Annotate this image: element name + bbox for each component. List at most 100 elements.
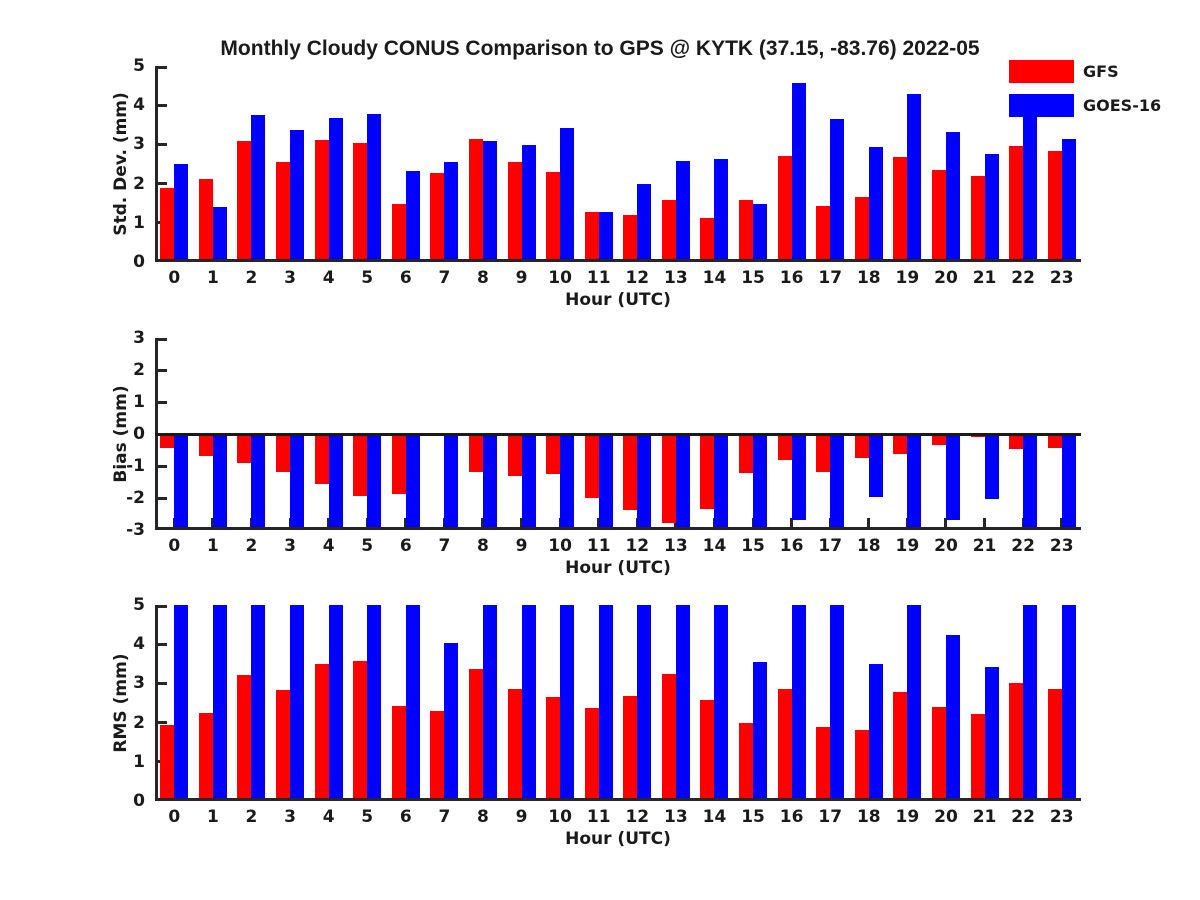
bar-goes-16-hour-21 (984, 434, 999, 500)
bar-goes-16-hour-22 (1023, 434, 1038, 530)
bar-gfs-hour-7 (430, 173, 445, 262)
y-tick-label: 3 (133, 134, 145, 155)
legend-swatch-goes16 (1009, 94, 1074, 117)
x-tick-label: 22 (1011, 268, 1035, 288)
bar-goes-16-hour-15 (753, 661, 768, 801)
bar-gfs-hour-19 (893, 692, 908, 801)
bar-gfs-hour-23 (1047, 434, 1062, 448)
x-tick-label: 22 (1011, 536, 1035, 556)
x-tick-label: 19 (895, 268, 920, 288)
bar-goes-16-hour-9 (521, 144, 536, 262)
x-tick-label: 16 (779, 536, 804, 556)
bar-goes-16-hour-8 (482, 434, 497, 530)
bar-goes-16-hour-0 (174, 164, 189, 262)
bar-goes-16-hour-16 (791, 82, 806, 262)
x-tick-label: 21 (972, 268, 997, 288)
bar-goes-16-hour-8 (482, 141, 497, 262)
bar-goes-16-hour-22 (1023, 103, 1038, 262)
x-tick-label: 13 (664, 807, 688, 827)
x-tick-label: 23 (1049, 268, 1074, 288)
bar-gfs-hour-6 (391, 706, 406, 801)
x-tick-label: 23 (1049, 807, 1074, 827)
bar-gfs-hour-0 (160, 187, 175, 262)
bar-gfs-hour-23 (1047, 151, 1062, 262)
bar-goes-16-hour-11 (598, 434, 613, 530)
bar-gfs-hour-1 (198, 434, 213, 457)
x-tick-label: 17 (818, 536, 843, 556)
bar-goes-16-hour-13 (675, 434, 690, 530)
bar-goes-16-hour-1 (212, 605, 227, 801)
y-tick-label: 4 (133, 634, 145, 655)
bar-goes-16-hour-21 (984, 153, 999, 262)
x-tick-label: 17 (818, 268, 843, 288)
bar-gfs-hour-2 (237, 675, 252, 801)
bar-gfs-hour-11 (584, 707, 599, 801)
y-tick (155, 103, 167, 107)
x-tick-label: 17 (818, 807, 843, 827)
y-tick-label: 1 (133, 212, 145, 233)
x-tick-label: 8 (477, 536, 489, 556)
bar-goes-16-hour-9 (521, 605, 536, 801)
x-tick-label: 23 (1049, 536, 1074, 556)
bar-gfs-hour-4 (314, 434, 329, 485)
bar-goes-16-hour-18 (868, 147, 883, 262)
zero-line (155, 432, 1081, 436)
bar-goes-16-hour-13 (675, 605, 690, 801)
bar-gfs-hour-17 (816, 727, 831, 801)
bar-gfs-hour-14 (700, 699, 715, 801)
bar-gfs-hour-14 (700, 218, 715, 262)
bar-gfs-hour-5 (353, 434, 368, 496)
bar-gfs-hour-14 (700, 434, 715, 509)
legend-label-gfs: GFS (1083, 62, 1119, 81)
bar-gfs-hour-9 (507, 161, 522, 262)
x-tick-label: 16 (779, 807, 804, 827)
bar-goes-16-hour-9 (521, 434, 536, 530)
x-tick-label: 13 (664, 536, 688, 556)
bar-gfs-hour-16 (777, 156, 792, 262)
x-tick-label: 9 (515, 268, 528, 288)
x-tick-label: 10 (548, 536, 572, 556)
x-tick-label: 0 (168, 268, 181, 288)
bar-goes-16-hour-10 (560, 434, 575, 530)
x-tick-label: 8 (477, 807, 489, 827)
y-tick-label: 3 (133, 328, 145, 348)
bar-gfs-hour-17 (816, 205, 831, 262)
y-axis-label: RMS (mm) (111, 653, 131, 753)
bar-gfs-hour-0 (160, 434, 175, 448)
x-tick-label: 1 (206, 807, 219, 827)
legend-label-goes16: GOES-16 (1083, 96, 1162, 115)
bar-goes-16-hour-10 (560, 127, 575, 262)
bar-goes-16-hour-2 (251, 605, 266, 801)
y-tick-label: 2 (133, 712, 145, 733)
bar-gfs-hour-17 (816, 434, 831, 472)
x-tick-label: 7 (438, 536, 451, 556)
x-tick-label: 18 (856, 536, 881, 556)
bar-gfs-hour-10 (546, 171, 561, 262)
x-tick-label: 2 (245, 807, 258, 827)
bar-goes-16-hour-6 (405, 170, 420, 262)
x-tick-label: 11 (586, 807, 611, 827)
x-tick-label: 14 (702, 536, 727, 556)
bar-goes-16-hour-3 (290, 129, 305, 262)
y-axis (155, 66, 158, 262)
y-tick (155, 338, 167, 341)
bar-gfs-hour-5 (353, 142, 368, 262)
x-tick-label: 21 (972, 536, 997, 556)
x-tick-label: 16 (779, 268, 804, 288)
bar-gfs-hour-18 (854, 729, 869, 801)
y-tick (155, 681, 167, 685)
bar-gfs-hour-16 (777, 434, 792, 460)
bar-gfs-hour-11 (584, 212, 599, 262)
bar-gfs-hour-21 (970, 176, 985, 262)
x-tick-label: 21 (972, 807, 997, 827)
bar-goes-16-hour-7 (444, 642, 459, 801)
bar-goes-16-hour-23 (1061, 434, 1076, 530)
x-tick-label: 3 (284, 807, 296, 827)
bar-goes-16-hour-17 (830, 605, 845, 801)
bar-gfs-hour-15 (739, 434, 754, 474)
bar-gfs-hour-0 (160, 724, 175, 801)
bar-goes-16-hour-5 (367, 114, 382, 262)
y-tick-label: 1 (133, 392, 145, 412)
x-tick-label: 15 (741, 268, 765, 288)
